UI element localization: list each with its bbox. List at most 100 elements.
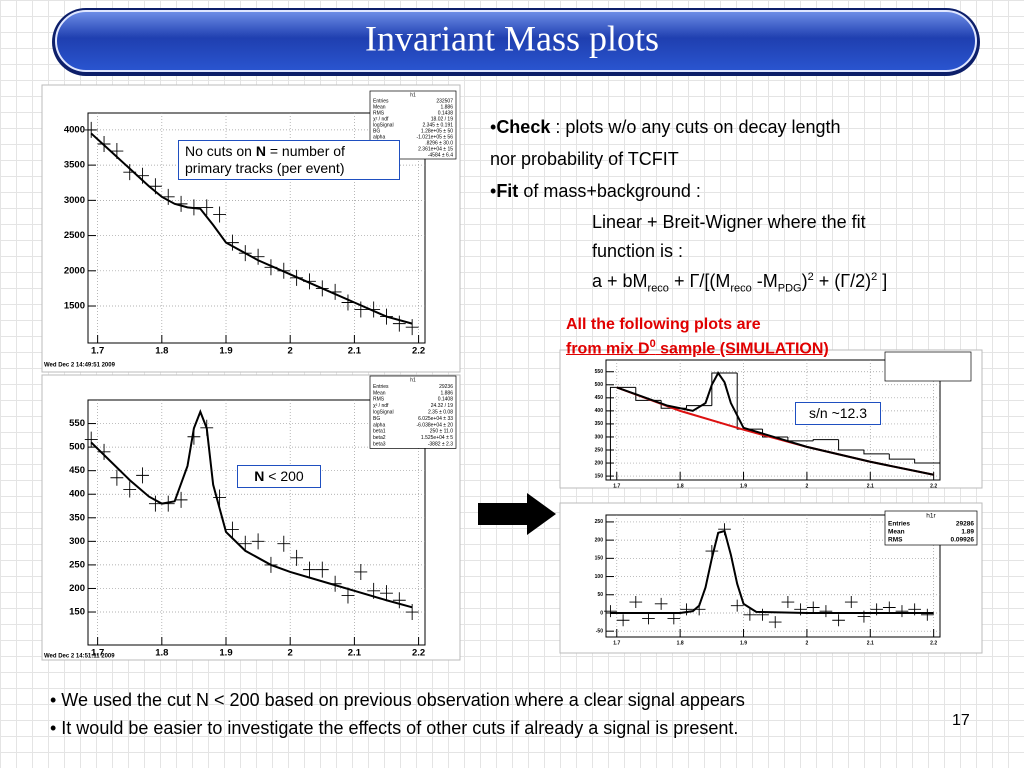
stats-value: 1.886: [440, 104, 453, 110]
f: + (Γ/2): [813, 271, 872, 291]
fit-desc: Linear + Breit-Wigner where the fit: [592, 212, 866, 232]
x-tick-label: 1.8: [155, 647, 168, 658]
histogram-bin: [914, 459, 940, 464]
stats-value: 6.025e+04 ± 33: [418, 416, 453, 422]
x-tick-label: 2: [806, 483, 809, 489]
stats-value: 1.89: [961, 529, 974, 536]
t: = number of primary tracks (per event): [185, 143, 345, 176]
x-tick-label: 1.7: [91, 647, 104, 658]
data-point: [84, 121, 98, 138]
stats-label: beta2: [373, 435, 386, 441]
stats-value: .8296 ± 30.0: [425, 140, 453, 146]
data-point: [819, 605, 833, 618]
stats-value: 24.32 / 19: [431, 403, 453, 409]
f: + Γ/[(M: [668, 271, 731, 291]
data-point: [730, 599, 744, 612]
data-point: [238, 535, 252, 552]
y-tick-label: -50: [596, 629, 603, 635]
y-tick-label: 500: [595, 382, 604, 388]
stats-label: alpha: [373, 422, 385, 428]
stats-label: BG: [373, 416, 380, 422]
y-tick-label: 4000: [64, 124, 85, 135]
stats-label: Mean: [888, 529, 905, 536]
data-point: [895, 605, 909, 618]
x-tick-label: 1.8: [677, 640, 684, 646]
y-tick-label: 550: [69, 418, 85, 429]
y-tick-label: 1500: [64, 301, 85, 312]
stats-value: 232507: [436, 98, 453, 104]
f: 2: [871, 271, 878, 283]
y-tick-label: 350: [69, 512, 85, 523]
annotation: N < 200: [237, 465, 321, 488]
data-point: [110, 469, 124, 486]
data-point: [380, 585, 393, 602]
y-tick-label: 2500: [64, 230, 85, 241]
data-point: [303, 561, 316, 578]
x-tick-label: 1.7: [613, 483, 620, 489]
x-tick-label: 2.1: [348, 647, 362, 658]
stats-value: 18.02 / 19: [431, 116, 453, 122]
x-tick-label: 1.9: [740, 640, 747, 646]
t: sample (SIMULATION): [655, 340, 829, 358]
y-tick-label: 250: [69, 559, 85, 570]
stats-label: Entries: [373, 98, 389, 104]
y-tick-label: 200: [595, 460, 604, 466]
stats-value: -1.021e+05 ± 56: [416, 134, 453, 140]
t: 0: [649, 338, 656, 350]
x-tick-label: 2.2: [930, 483, 937, 489]
text: : plots w/o any cuts on decay length: [550, 117, 841, 137]
t: No cuts on: [185, 143, 256, 159]
data-point: [226, 234, 239, 251]
fit-curve: [90, 132, 413, 325]
x-tick-label: 1.9: [219, 345, 232, 356]
fit-desc: function is :: [592, 241, 684, 261]
plot-frame: [87, 399, 426, 646]
data-point: [148, 495, 162, 512]
histogram-bin: [812, 439, 839, 441]
stats-label: logSignal: [373, 410, 394, 416]
fit-curve: [610, 529, 934, 614]
stats-value: 2.35 ± 0.08: [428, 410, 453, 416]
histogram-bin: [736, 373, 763, 430]
data-point: [161, 188, 175, 205]
y-tick-label: 3000: [64, 195, 85, 206]
stats-label: χ² / ndf: [373, 116, 389, 122]
y-tick-label: 450: [69, 465, 85, 476]
data-point: [200, 199, 214, 216]
stats-label: beta1: [373, 429, 386, 435]
text: of mass+background :: [518, 181, 701, 201]
histogram-bin: [711, 372, 738, 406]
x-tick-label: 2.2: [412, 345, 425, 356]
check-line: •Check : plots w/o any cuts on decay len…: [490, 117, 841, 138]
data-point: [781, 596, 795, 609]
check-cont: nor probability of TCFIT: [490, 149, 679, 169]
stats-value: 1.886: [440, 390, 453, 396]
annotation: s/n ~12.3: [795, 402, 881, 425]
page-number: 17: [952, 712, 970, 729]
histogram-bin: [685, 405, 712, 409]
y-tick-label: 200: [69, 583, 85, 594]
data-point: [405, 319, 419, 336]
data-point: [756, 608, 769, 621]
y-tick-label: 150: [595, 556, 604, 562]
t: < 200: [264, 468, 304, 484]
plot-frame: [605, 514, 941, 638]
stats-box: [369, 375, 457, 449]
stats-label: RMS: [888, 537, 903, 544]
sample-note: from mix D0 sample (SIMULATION): [566, 338, 829, 358]
annotation: No cuts on N = number of primary tracks …: [178, 140, 400, 180]
data-point: [882, 601, 896, 614]
f: a + bM: [592, 271, 648, 291]
y-tick-label: 550: [595, 369, 604, 375]
data-point: [251, 533, 265, 550]
t: N: [255, 143, 266, 159]
stats-value: 1.28e+05 ± 50: [421, 128, 453, 134]
x-tick-label: 1.8: [155, 345, 168, 356]
data-point: [392, 592, 406, 609]
x-tick-label: 2.1: [348, 345, 362, 356]
x-tick-label: 2: [288, 647, 293, 658]
x-tick-label: 1.9: [219, 647, 232, 658]
stats-label: beta3: [373, 442, 386, 448]
data-point: [654, 597, 668, 610]
